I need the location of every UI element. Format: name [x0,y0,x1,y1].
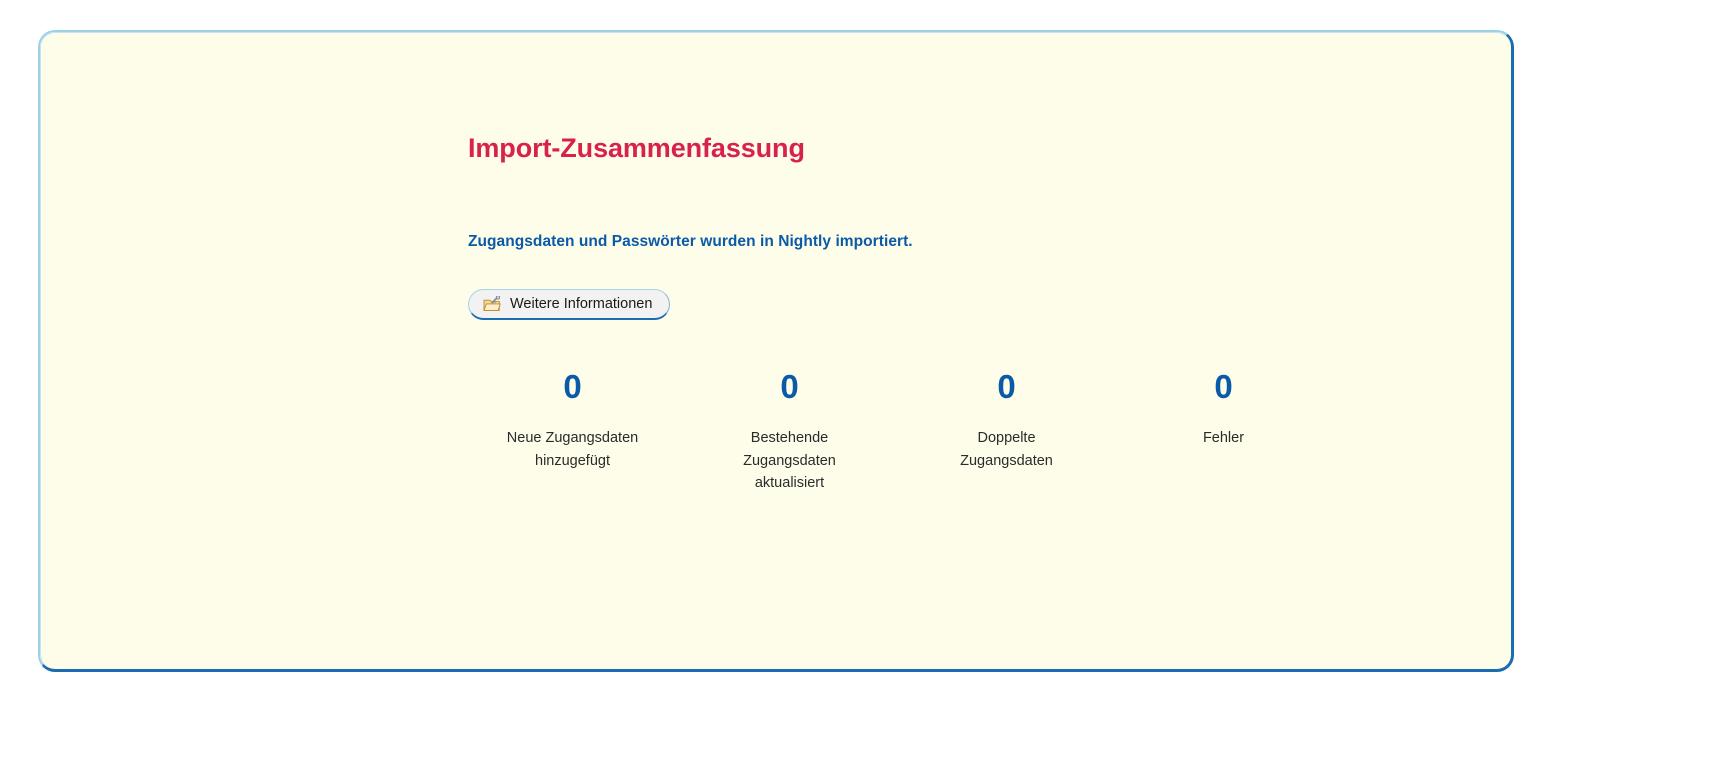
import-counters: 0 Neue Zugangsdaten hinzugefügt 0 Besteh… [464,320,1511,494]
import-summary-panel: Import-Zusammenfassung Zugangsdaten und … [38,30,1514,672]
counter-duplicate-logins-value: 0 [997,368,1016,406]
counter-new-logins-label: Neue Zugangsdaten hinzugefügt [506,430,639,469]
more-info-button-label: Weitere Informationen [510,296,653,313]
more-info-button[interactable]: Weitere Informationen [468,289,671,321]
counter-existing-logins-label: Bestehende Zugangsdaten aktualisiert [743,430,836,491]
import-summary-content: Import-Zusammenfassung Zugangsdaten und … [40,32,1511,669]
page-title: Import-Zusammenfassung [468,133,805,163]
counter-existing-logins-value: 0 [780,368,799,406]
counter-existing-logins: 0 Bestehende Zugangsdaten aktualisiert [681,370,898,494]
counter-errors-value: 0 [1214,368,1233,406]
button-row: Weitere Informationen [468,251,1511,321]
counter-new-logins: 0 Neue Zugangsdaten hinzugefügt [464,370,681,494]
counter-errors: 0 Fehler [1115,370,1332,494]
folder-key-icon [483,295,501,312]
counter-duplicate-logins: 0 Doppelte Zugangsdaten [898,370,1115,494]
import-status-message: Zugangsdaten und Passwörter wurden in Ni… [468,233,913,251]
counter-errors-label: Fehler [1202,430,1245,447]
counter-duplicate-logins-label: Doppelte Zugangsdaten [960,430,1053,469]
counter-new-logins-value: 0 [563,368,582,406]
